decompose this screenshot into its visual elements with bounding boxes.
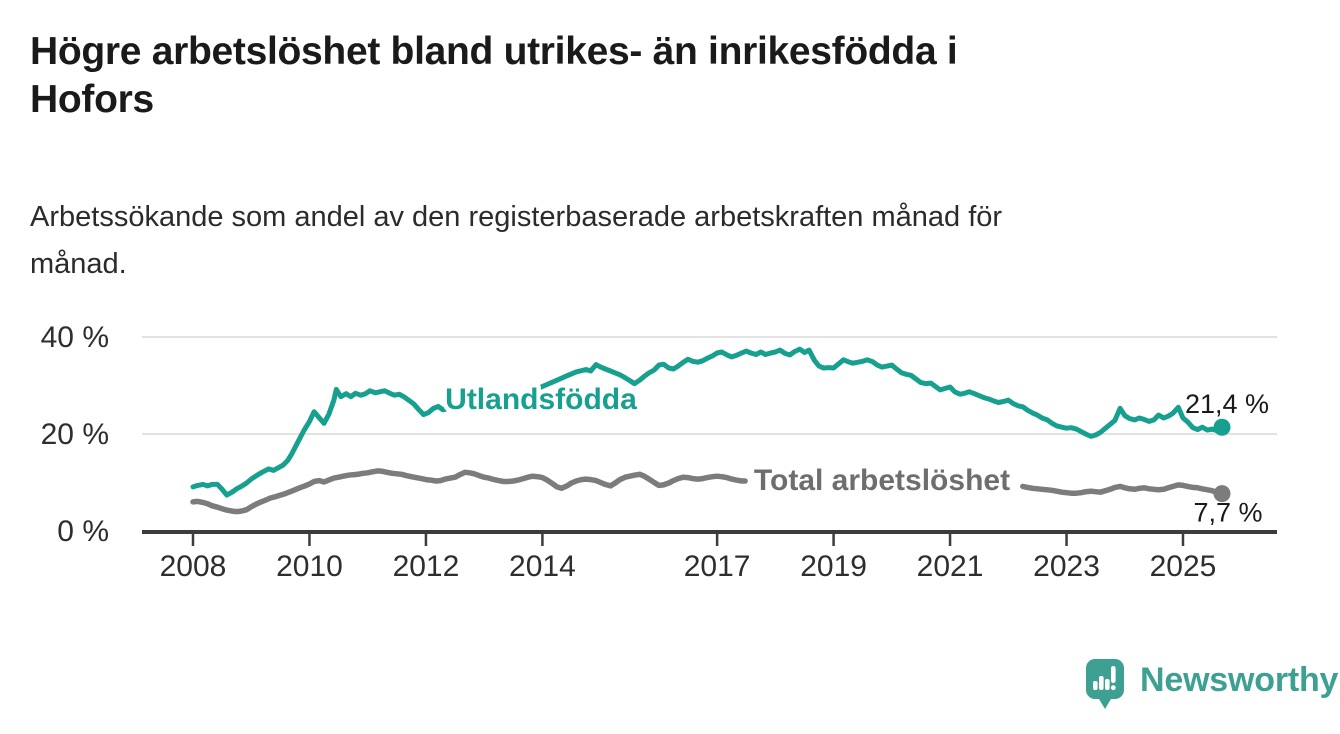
series-endpoint-dot-utlandsf-dda (1213, 418, 1231, 436)
series-line-utlandsf-dda-0 (190, 346, 1225, 498)
series-label-total-arbetsl-shet: Total arbetslöshet (754, 464, 1010, 497)
x-tick-label-2021: 2021 (917, 550, 984, 583)
newsworthy-logo: Newsworthy (1086, 659, 1338, 711)
x-tick-label-2014: 2014 (509, 550, 576, 583)
page-title: Högre arbetslöshet bland utrikes- än inr… (30, 28, 1270, 123)
newsworthy-wordmark: Newsworthy (1140, 661, 1339, 699)
series-line-total-arbetsl-shet-1 (1020, 482, 1225, 497)
y-tick-label-20: 20 % (41, 418, 109, 451)
x-tick-label-2025: 2025 (1150, 550, 1217, 583)
y-tick-label-0: 0 % (57, 515, 109, 548)
x-tick-label-2008: 2008 (160, 550, 227, 583)
series-label-utlandsf-dda: Utlandsfödda (445, 383, 637, 416)
x-tick-label-2019: 2019 (800, 550, 867, 583)
chart-subtitle: Arbetssökande som andel av den registerb… (30, 194, 1240, 288)
series-end-value-total-arbetsl-shet: 7,7 % (1193, 498, 1262, 528)
x-tick-label-2023: 2023 (1033, 550, 1100, 583)
newsworthy-logo-icon (1086, 659, 1124, 709)
x-tick-label-2012: 2012 (393, 550, 460, 583)
page-title-line-1: Högre arbetslöshet bland utrikes- än inr… (30, 30, 958, 73)
series-line-total-arbetsl-shet-0 (190, 468, 748, 515)
bar-chart-glyph (1093, 666, 1116, 691)
x-tick-label-2010: 2010 (276, 550, 343, 583)
series-end-value-utlandsf-dda: 21,4 % (1185, 389, 1269, 419)
page-title-line-2: Hofors (30, 77, 154, 121)
y-tick-label-40: 40 % (41, 321, 109, 354)
chart-subtitle-line-2: månad. (30, 247, 127, 280)
chart-subtitle-line-1: Arbetssökande som andel av den registerb… (30, 201, 1003, 233)
x-tick-label-2017: 2017 (684, 550, 751, 583)
series-endpoint-dot-total-arbetsl-shet (1213, 485, 1231, 503)
